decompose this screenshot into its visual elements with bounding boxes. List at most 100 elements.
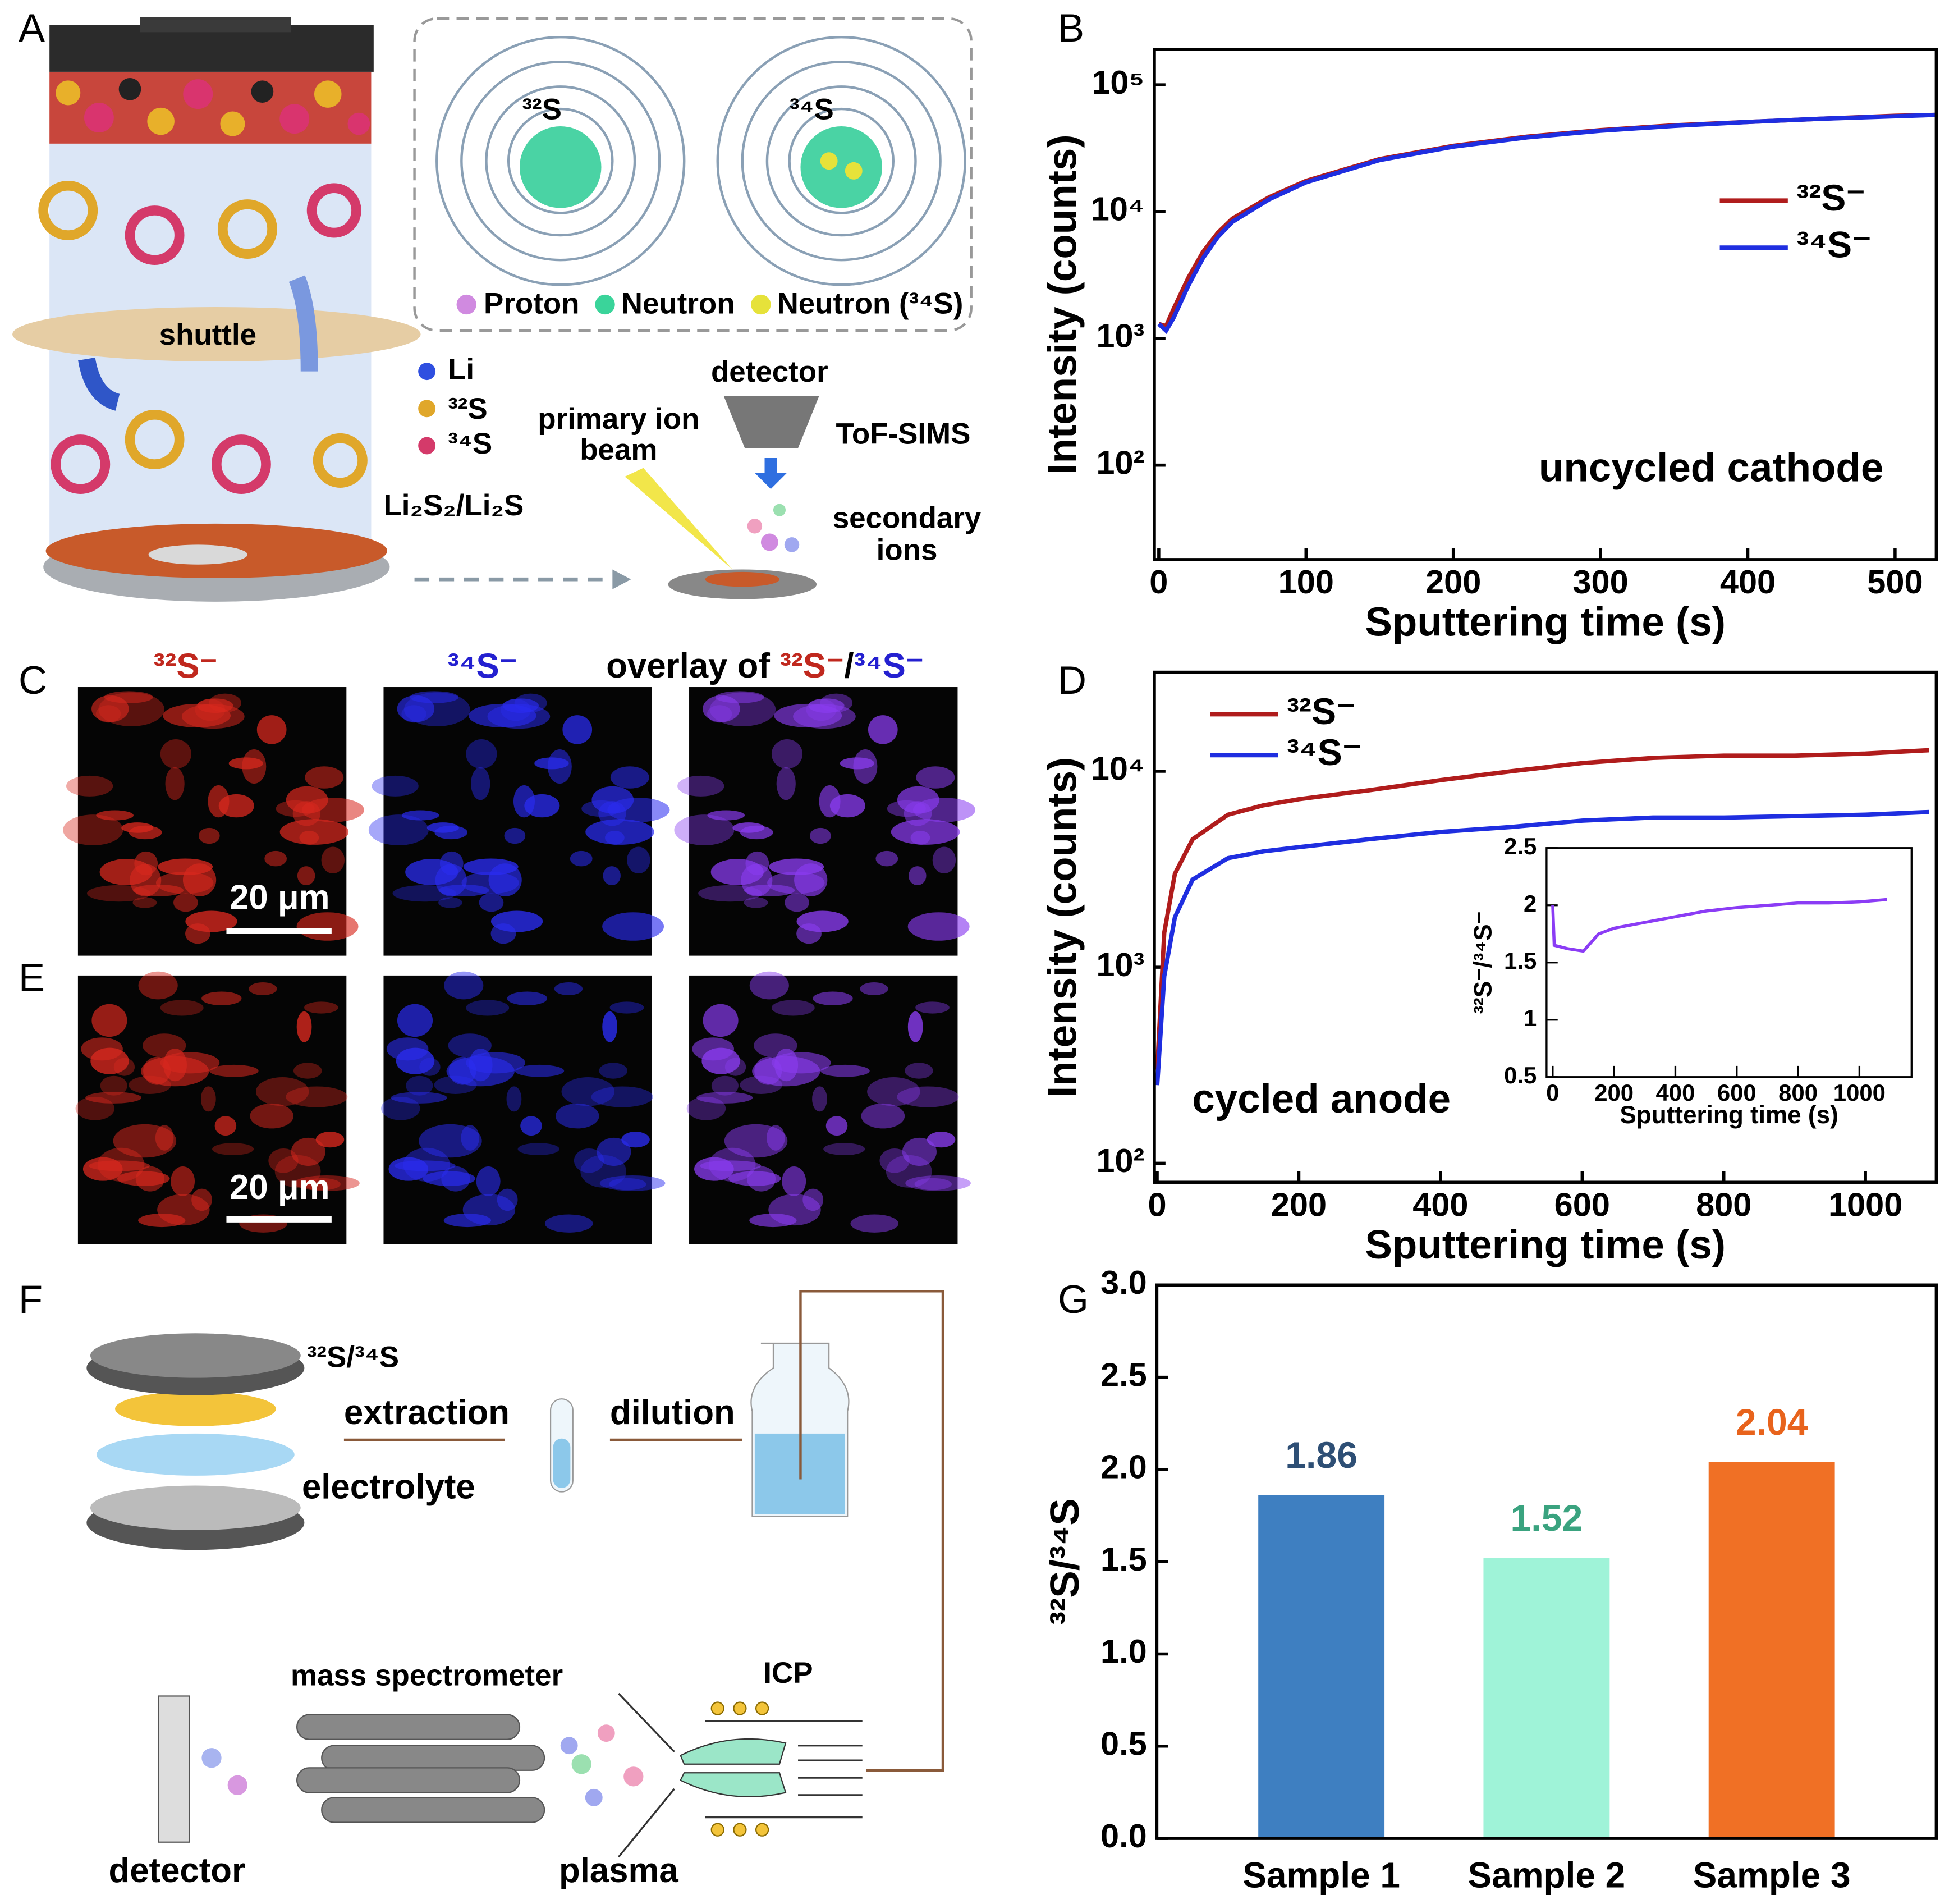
x-tick-label: Sample 3	[1693, 1855, 1851, 1896]
signal	[160, 1000, 204, 1016]
scale-label: 20 μm	[230, 878, 329, 917]
signal	[466, 1000, 510, 1016]
signal	[812, 1086, 827, 1112]
signal	[394, 1160, 456, 1171]
detector	[723, 396, 819, 448]
signal	[197, 698, 233, 713]
signal	[438, 897, 462, 908]
signal	[155, 1125, 174, 1151]
y-tick-label: 0.0	[1100, 1817, 1147, 1855]
signal	[214, 1116, 237, 1136]
signal	[401, 705, 426, 723]
signal	[291, 1137, 325, 1166]
detector	[158, 1695, 190, 1843]
species-dot	[418, 437, 436, 455]
signal	[850, 1214, 899, 1233]
tube-liquid	[553, 1438, 571, 1488]
signal	[868, 715, 898, 744]
signal	[825, 1116, 848, 1136]
text: /	[844, 647, 854, 685]
signal	[506, 1086, 522, 1112]
signal	[368, 814, 429, 846]
x-tick-label: 1000	[1833, 1079, 1886, 1106]
x-tick-label: 300	[1572, 563, 1628, 601]
torch-lines	[705, 1719, 863, 1819]
signal	[902, 1137, 937, 1166]
x-tick-label: 0	[1149, 563, 1168, 601]
signal	[212, 1143, 254, 1155]
signal	[627, 846, 650, 874]
deposit-gap	[148, 544, 247, 565]
signal	[268, 1148, 299, 1173]
signal	[117, 1171, 170, 1186]
signal	[744, 897, 768, 908]
y-axis-label: Intensity (counts)	[1039, 757, 1085, 1097]
x-axis-label: Sputtering time (s)	[1620, 1101, 1838, 1129]
signal	[466, 1052, 525, 1074]
y-tick-label: 2.5	[1100, 1356, 1147, 1393]
signal	[63, 814, 123, 846]
signal	[520, 1116, 542, 1136]
label: shuttle	[159, 318, 256, 351]
label: detector	[711, 355, 828, 388]
signal	[767, 871, 825, 894]
signal	[381, 1096, 420, 1120]
signal	[296, 1011, 312, 1042]
annotation: uncycled cathode	[1539, 445, 1883, 490]
signal	[771, 1000, 815, 1016]
signal	[771, 1052, 831, 1074]
signal	[479, 893, 504, 912]
signal	[771, 739, 803, 769]
signal	[674, 814, 735, 846]
signal	[696, 1092, 753, 1104]
label: extraction	[344, 1393, 510, 1432]
signal	[372, 775, 419, 797]
signal	[724, 1058, 746, 1076]
signal	[466, 739, 497, 769]
signal	[544, 1214, 593, 1233]
x-tick-label: Sample 2	[1468, 1855, 1626, 1896]
nucleus	[519, 126, 602, 208]
text: ³⁴S⁻	[854, 647, 924, 685]
x-tick-label: 1000	[1828, 1186, 1902, 1224]
label: primary ion	[538, 402, 699, 436]
panel-label: D	[1058, 658, 1086, 702]
signal	[754, 1033, 797, 1058]
top-cap	[140, 17, 291, 33]
signal	[605, 830, 625, 845]
signal	[570, 850, 593, 867]
signal	[476, 1166, 501, 1196]
signal	[113, 1058, 135, 1076]
panel-labels: A B C D E F G	[19, 6, 1089, 1321]
y-tick-label: 2.0	[1100, 1448, 1147, 1486]
x-tick-label: 0	[1546, 1079, 1559, 1106]
plot-frame	[1153, 48, 1938, 561]
signal	[410, 691, 459, 703]
legend-dot	[595, 294, 615, 315]
nucleus	[800, 126, 882, 208]
plot-frame	[1155, 1283, 1938, 1840]
species-text: Li	[448, 353, 474, 386]
signal	[785, 893, 809, 912]
x-tick-label: 400	[1412, 1186, 1468, 1224]
x-tick-label: 200	[1271, 1186, 1327, 1224]
signal	[81, 1037, 123, 1061]
signal	[609, 1178, 646, 1191]
signal	[66, 775, 113, 797]
quadrupoles	[296, 1714, 545, 1823]
legend-label: ³²S⁻	[1287, 691, 1356, 733]
y-tick-label: 1.5	[1100, 1540, 1147, 1578]
signal	[776, 767, 796, 800]
x-tick-label: 0	[1148, 1186, 1166, 1224]
x-tick-label: Sample 1	[1242, 1855, 1400, 1896]
signal	[768, 1194, 821, 1226]
signal	[905, 1063, 933, 1079]
bar	[1483, 1558, 1610, 1839]
y-tick-label: 1	[1524, 1005, 1537, 1031]
signal	[840, 757, 875, 770]
coils	[710, 1701, 769, 1837]
inset-box	[413, 17, 973, 332]
signal	[250, 1103, 294, 1129]
value-label: 2.04	[1736, 1402, 1808, 1443]
